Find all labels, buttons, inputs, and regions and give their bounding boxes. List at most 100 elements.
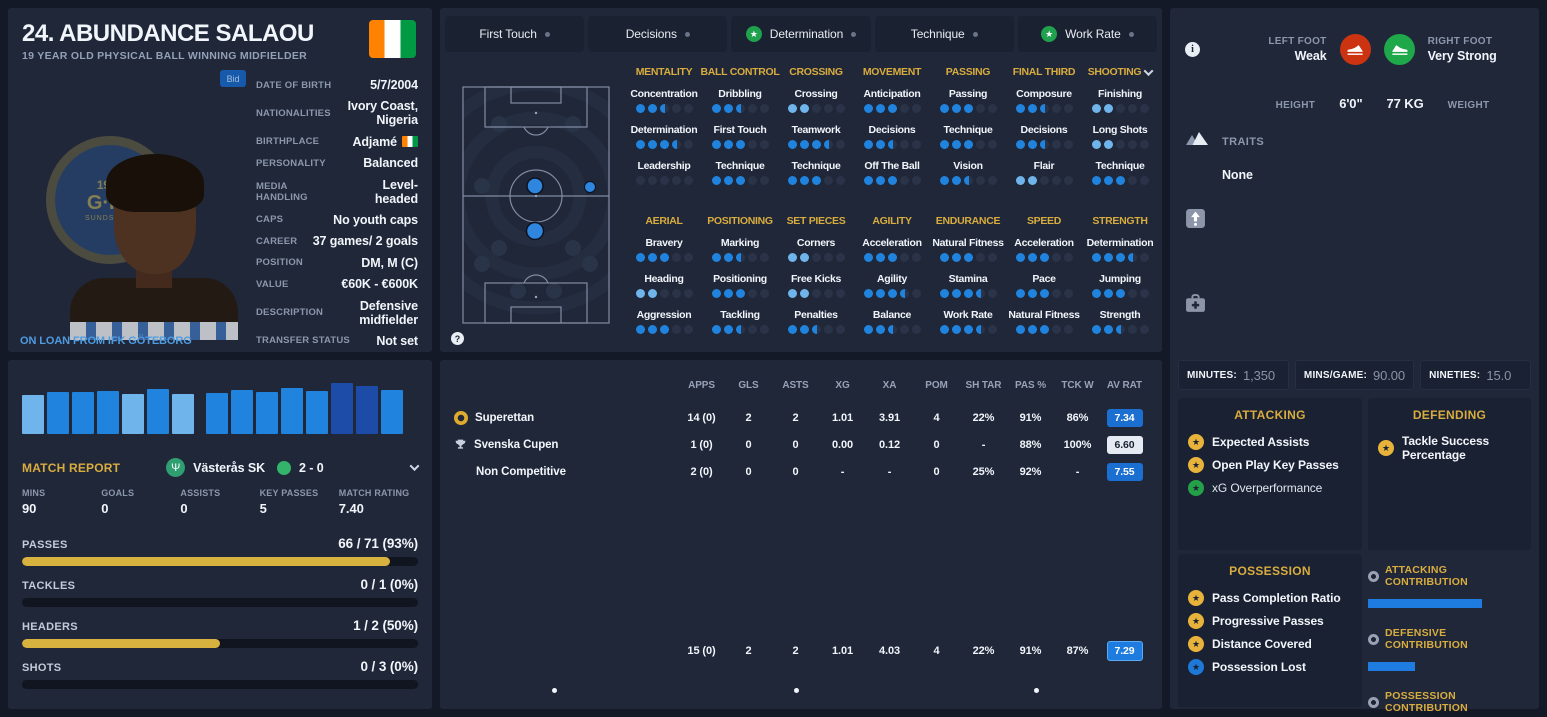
table-row[interactable]: Superettan 14 (0) 2 2 1.01 3.91 4 22% 91% 86% 7.… bbox=[450, 404, 1152, 431]
medical-bag-icon[interactable] bbox=[1185, 294, 1206, 318]
attribute-dot bbox=[1139, 176, 1149, 185]
attribute-dot bbox=[635, 104, 645, 113]
stat-cell: 0 bbox=[933, 465, 940, 478]
help-icon[interactable]: ? bbox=[451, 332, 464, 345]
match-rating-bar[interactable] bbox=[256, 392, 278, 434]
stat-cell: 0 bbox=[792, 465, 799, 478]
match-rating-bar[interactable] bbox=[22, 395, 44, 434]
attribute-dot bbox=[787, 325, 797, 334]
stats-column-header[interactable]: SH TAR bbox=[965, 380, 1002, 391]
attacking-highlights-card: ATTACKING ★ Expected Assists ★ Open Play… bbox=[1178, 398, 1362, 550]
attribute-dot bbox=[1027, 289, 1037, 298]
key-attribute-pill[interactable]: ★ Work Rate bbox=[1017, 16, 1158, 52]
attribute-dot bbox=[951, 325, 961, 334]
info-icon[interactable] bbox=[1368, 570, 1379, 582]
carousel-dot[interactable] bbox=[552, 688, 557, 693]
attribute-category-header[interactable]: AGILITY bbox=[872, 215, 912, 227]
attribute-category-header[interactable]: POSITIONING bbox=[707, 215, 773, 227]
detail-label: NATIONALITIES bbox=[256, 107, 331, 119]
attribute-category-header[interactable]: SPEED bbox=[1026, 215, 1062, 227]
attribute-dot bbox=[659, 289, 669, 298]
total-stat-cell: 1.01 bbox=[831, 644, 853, 657]
attribute: Teamwork bbox=[778, 124, 854, 149]
match-rating-bar[interactable] bbox=[356, 386, 378, 434]
key-attribute-pill[interactable]: Technique bbox=[874, 16, 1014, 52]
match-rating-bar[interactable] bbox=[147, 389, 169, 434]
attribute-category-header[interactable]: FINAL THIRD bbox=[1012, 66, 1076, 78]
chevron-down-icon[interactable] bbox=[409, 461, 420, 472]
carousel-dot[interactable] bbox=[1034, 688, 1039, 693]
key-attribute-pill[interactable]: First Touch bbox=[445, 16, 585, 52]
average-rating-badge: 7.34 bbox=[1106, 408, 1143, 427]
match-rating-bar[interactable] bbox=[172, 394, 194, 434]
star-badge-icon: ★ bbox=[1188, 613, 1204, 629]
bid-button[interactable]: Bid bbox=[220, 70, 246, 87]
attribute-category-header[interactable]: BALL CONTROL bbox=[700, 66, 780, 78]
attribute-category-header[interactable]: ENDURANCE bbox=[935, 215, 1001, 227]
key-attribute-pill[interactable]: ★ Determination bbox=[731, 16, 871, 52]
info-icon[interactable] bbox=[1368, 696, 1379, 708]
match-rating-bar[interactable] bbox=[72, 392, 94, 434]
progress-stat-row: SHOTS 0 / 3 (0%) bbox=[22, 659, 418, 689]
attribute-category-header[interactable]: CROSSING bbox=[789, 66, 843, 78]
match-rating-bar[interactable] bbox=[381, 390, 403, 434]
stats-column-header[interactable]: XA bbox=[882, 380, 897, 391]
attribute-category-header[interactable]: PASSING bbox=[945, 66, 991, 78]
stats-column-header[interactable]: GLS bbox=[738, 380, 759, 391]
match-rating-bar[interactable] bbox=[97, 391, 119, 434]
attribute-dot bbox=[939, 289, 949, 298]
stats-column-header[interactable]: POM bbox=[925, 380, 948, 391]
key-attribute-pill[interactable]: Decisions bbox=[588, 16, 728, 52]
attribute: Decisions bbox=[1006, 124, 1082, 149]
carousel-dot[interactable] bbox=[794, 688, 799, 693]
attribute-category-header[interactable]: MOVEMENT bbox=[862, 66, 922, 78]
attribute-dot bbox=[1127, 325, 1137, 334]
competition-name: Non Competitive bbox=[476, 465, 566, 478]
stat-cell: 0.00 bbox=[831, 438, 853, 451]
match-rating-bar[interactable] bbox=[206, 393, 228, 434]
player-detail-row: DESCRIPTION Defensive midfielder bbox=[256, 299, 418, 327]
loan-status-link[interactable]: ON LOAN FROM IFK GÖTEBORG bbox=[20, 335, 192, 347]
attribute-dot bbox=[723, 176, 733, 185]
attribute-category-header[interactable]: STRENGTH bbox=[1092, 215, 1148, 227]
attribute-category-header[interactable]: MENTALITY bbox=[635, 66, 693, 78]
detail-value: Not set bbox=[376, 333, 418, 348]
development-icon[interactable] bbox=[1185, 208, 1206, 234]
info-icon[interactable]: i bbox=[1185, 42, 1200, 57]
attribute-dot bbox=[799, 289, 809, 298]
chevron-down-icon[interactable] bbox=[1143, 65, 1154, 76]
info-icon[interactable] bbox=[1368, 633, 1379, 645]
attribute-dot bbox=[1027, 253, 1037, 262]
match-rating-bar[interactable] bbox=[47, 392, 69, 434]
attribute-dot bbox=[835, 289, 845, 298]
attribute-dot bbox=[723, 253, 733, 262]
attribute-dot bbox=[1127, 176, 1137, 185]
stats-column-header[interactable]: AV RAT bbox=[1106, 380, 1143, 391]
match-rating-bar[interactable] bbox=[306, 391, 328, 434]
match-rating-bar[interactable] bbox=[281, 388, 303, 434]
match-rating-bar[interactable] bbox=[122, 394, 144, 434]
stat-highlight-item: ★ xG Overperformance bbox=[1188, 480, 1352, 496]
attribute-name: Corners bbox=[796, 237, 836, 249]
possession-highlights-card: POSSESSION ★ Pass Completion Ratio ★ Pro… bbox=[1178, 554, 1362, 707]
stats-column-header[interactable]: APPS bbox=[688, 380, 715, 391]
attribute: Technique bbox=[778, 160, 854, 185]
table-row[interactable]: Svenska Cupen 1 (0) 0 0 0.00 0.12 0 - 88% 100% 6… bbox=[450, 431, 1152, 458]
attribute-dot bbox=[1139, 325, 1149, 334]
stats-column-header[interactable]: TCK W bbox=[1061, 380, 1094, 391]
table-row[interactable]: Non Competitive 2 (0) 0 0 - - 0 25% 92% - 7.55 bbox=[450, 458, 1152, 485]
stats-column-header[interactable]: ASTS bbox=[782, 380, 809, 391]
attribute-rating bbox=[626, 289, 702, 298]
attribute-category-header[interactable]: SET PIECES bbox=[786, 215, 846, 227]
match-rating-bar[interactable] bbox=[331, 383, 353, 434]
stats-column-header[interactable]: XG bbox=[835, 380, 850, 391]
match-report-row[interactable]: MATCH REPORT Ψ Västerås SK 2 - 0 bbox=[22, 458, 420, 477]
match-rating-bar[interactable] bbox=[231, 390, 253, 434]
attribute-category-header[interactable]: AERIAL bbox=[645, 215, 683, 227]
stats-column-header[interactable]: PAS % bbox=[1015, 380, 1046, 391]
attribute: Vision bbox=[930, 160, 1006, 185]
attribute-dot bbox=[1115, 325, 1125, 334]
attribute-dot bbox=[759, 325, 769, 334]
attribute-grid-top: MENTALITY Concentration Determination Le… bbox=[626, 62, 1158, 196]
attribute-category-header[interactable]: SHOOTING bbox=[1082, 62, 1158, 82]
